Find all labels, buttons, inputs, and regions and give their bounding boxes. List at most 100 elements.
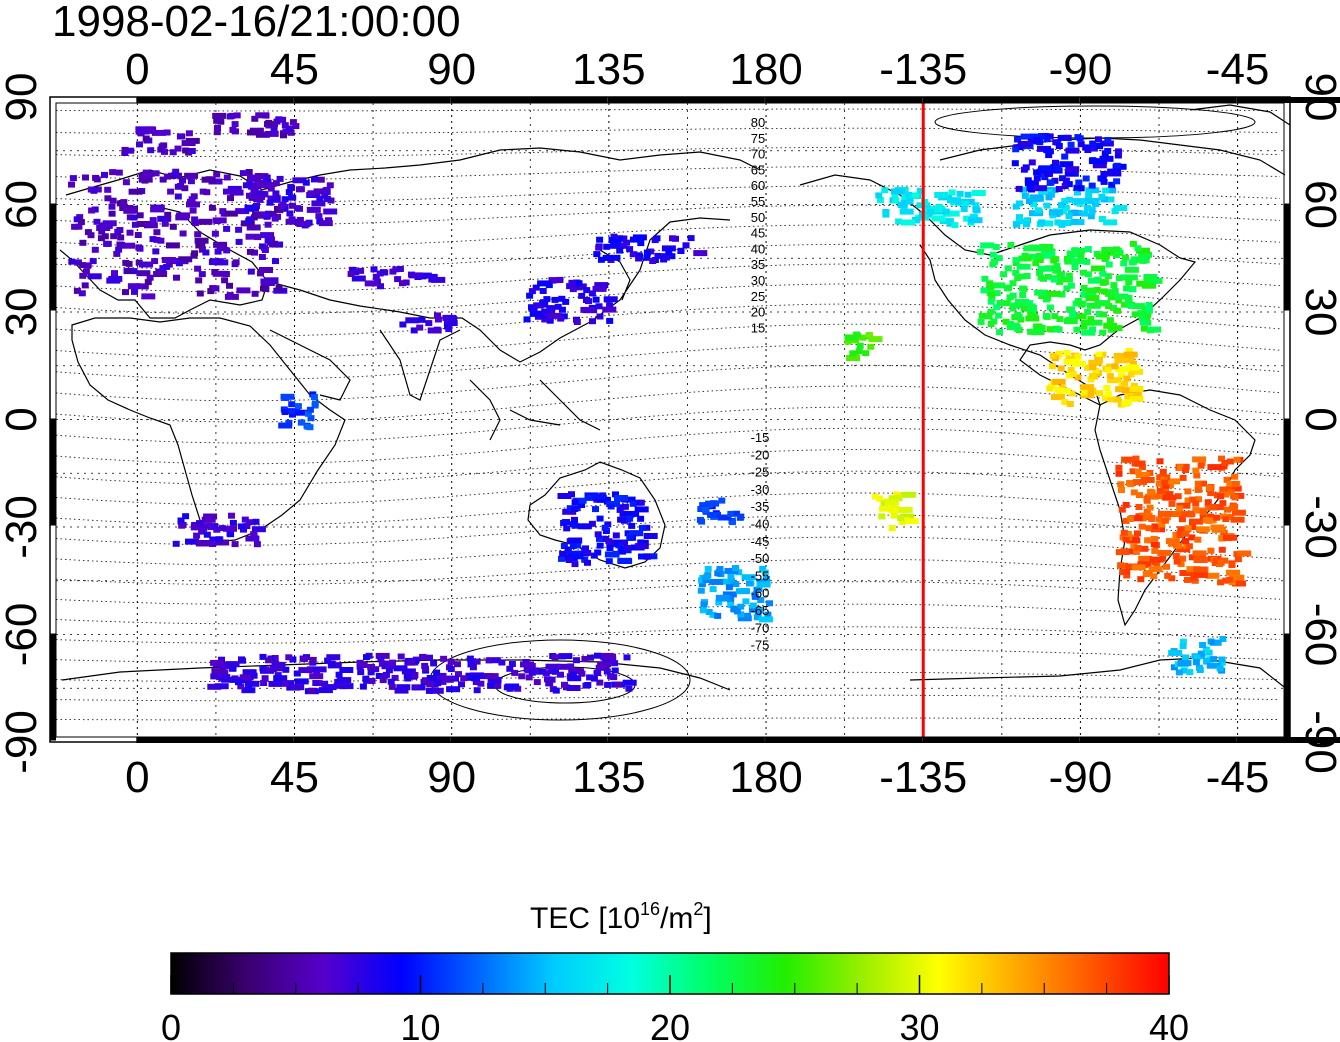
tec-cell: [1195, 526, 1210, 533]
tec-cell: [716, 566, 724, 572]
tec-cell: [108, 210, 116, 217]
tec-cell: [1080, 319, 1095, 326]
top-lon-tick-label: -90: [1049, 45, 1113, 94]
mag-latitude-contour: [55, 603, 1281, 625]
tec-cell: [698, 581, 706, 588]
tec-cell: [120, 199, 128, 206]
tec-cell: [1120, 274, 1127, 281]
tec-cell: [412, 684, 420, 691]
tec-cell: [1049, 209, 1063, 216]
tec-cell: [360, 662, 368, 668]
tec-cell: [307, 415, 315, 422]
tec-cell: [1204, 499, 1212, 506]
tec-cell: [192, 220, 199, 227]
tec-cell: [1017, 316, 1025, 323]
tec-cell: [584, 549, 592, 556]
tec-cell: [554, 303, 562, 310]
tec-cell: [972, 202, 980, 209]
tec-cell: [1084, 271, 1092, 278]
tec-cell: [1087, 277, 1102, 284]
mag-latitude-contour: [55, 108, 1280, 112]
tec-cell: [1117, 481, 1125, 488]
tec-cell: [214, 683, 229, 690]
tec-cell: [888, 507, 903, 513]
tec-cell: [1073, 184, 1081, 191]
tec-cell: [272, 180, 280, 187]
tec-cell: [617, 557, 632, 564]
mag-latitude-contour: [55, 263, 1281, 293]
tec-cell: [1080, 390, 1088, 396]
colorbar-title-sup2: 2: [693, 899, 703, 919]
tec-cell: [151, 129, 166, 136]
tec-cell: [282, 680, 290, 687]
tec-cell: [1019, 292, 1027, 298]
tec-cell: [533, 302, 541, 309]
tec-cell: [1044, 273, 1052, 280]
tec-cell: [125, 260, 133, 267]
tec-cell: [1218, 455, 1225, 462]
tec-cell: [73, 216, 81, 223]
tec-cell: [1064, 258, 1079, 265]
tec-cell: [552, 687, 560, 694]
tec-cell: [722, 591, 737, 598]
tec-cell: [1048, 363, 1056, 370]
tec-cell: [176, 133, 184, 140]
tec-cell: [1189, 496, 1197, 503]
tec-cell: [261, 247, 269, 253]
tec-cell: [1121, 380, 1129, 387]
tec-cell: [261, 675, 269, 682]
tec-cell: [604, 681, 612, 688]
tec-cell: [1108, 181, 1116, 188]
mag-latitude-contour: [55, 649, 1281, 663]
tec-cell: [1056, 387, 1071, 394]
tec-cell: [1020, 133, 1035, 140]
tec-cell: [179, 177, 186, 184]
tec-cell: [1216, 504, 1224, 511]
tec-cell: [566, 685, 581, 691]
tec-cell: [1195, 496, 1203, 503]
tec-cell: [296, 216, 304, 223]
tec-cell: [596, 542, 604, 549]
mag-latitude-contour: [55, 427, 1281, 465]
tec-cell: [1069, 371, 1077, 377]
tec-cell: [523, 316, 531, 323]
tec-cell: [288, 401, 296, 408]
tec-cell: [1088, 182, 1096, 189]
tec-cell: [596, 496, 611, 503]
tec-cell: [426, 654, 433, 661]
tec-cell: [722, 578, 730, 585]
tec-cell: [163, 129, 171, 136]
tec-cell: [844, 334, 859, 341]
tec-cell: [252, 211, 259, 218]
tec-cell: [763, 576, 771, 582]
tec-cell: [1222, 516, 1230, 523]
tec-cell: [352, 269, 360, 275]
tec-cell: [357, 267, 365, 274]
tec-cell: [1118, 506, 1126, 513]
tec-cell: [339, 683, 347, 690]
tec-cell: [229, 665, 237, 672]
colorbar-tick-label: 30: [899, 1007, 939, 1042]
tec-cell: [328, 660, 336, 667]
tec-cell: [1138, 523, 1146, 530]
tec-cell: [993, 304, 1001, 311]
tec-cell: [705, 500, 720, 507]
mag-lat-label: -45: [751, 534, 770, 549]
tec-cell: [882, 211, 890, 218]
tec-cell: [364, 280, 379, 287]
tec-cell: [637, 499, 645, 506]
tec-cell: [1103, 385, 1111, 391]
tec-cell: [725, 584, 733, 591]
tec-cell: [1025, 315, 1040, 322]
tec-cell: [450, 316, 458, 323]
tec-cell: [1125, 279, 1133, 286]
tec-cell: [1145, 307, 1153, 314]
mag-latitude-contour: [55, 323, 1281, 359]
tec-cell: [250, 531, 258, 538]
tec-cell: [1080, 323, 1088, 330]
tec-cell: [1016, 144, 1024, 151]
tec-cell: [251, 184, 259, 191]
tec-cell: [246, 248, 254, 255]
tec-cell: [610, 674, 618, 681]
